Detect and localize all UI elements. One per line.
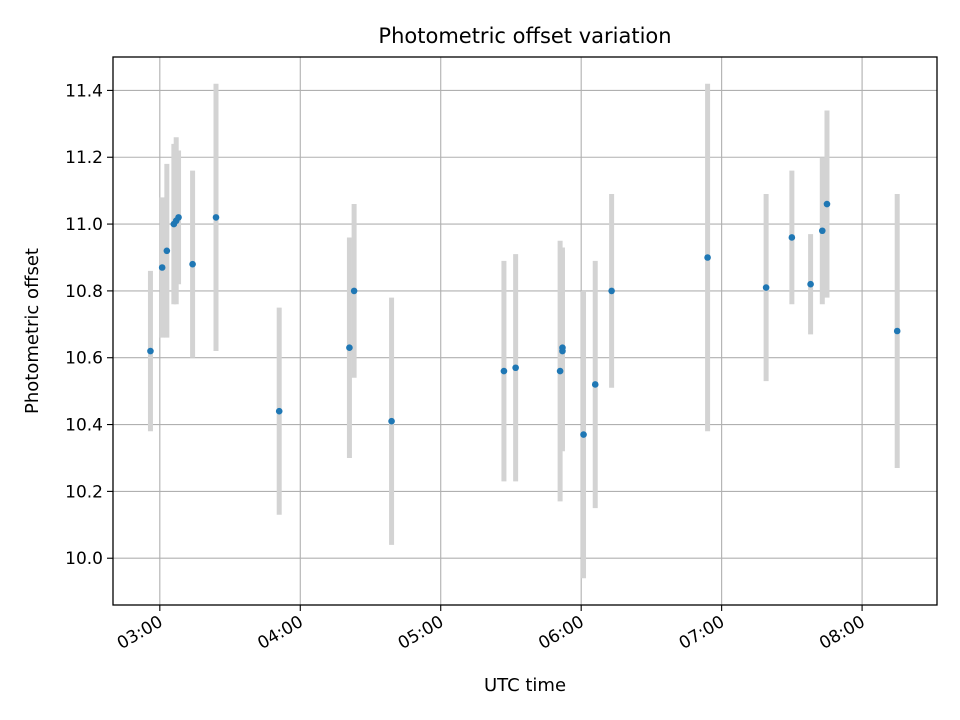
data-point [147,347,154,355]
y-tick-label: 11.2 [65,148,103,168]
y-tick-label: 10.2 [65,482,103,502]
grid-layer [113,57,937,605]
data-point [350,287,358,295]
data-point [704,254,711,261]
data-point [175,214,182,221]
data-point [893,327,901,335]
y-tick-label: 10.6 [65,349,103,369]
data-point [559,344,566,352]
data-point [556,367,564,375]
y-tick-label: 11.4 [65,81,103,101]
y-tick-label: 10.8 [65,282,103,302]
data-point [500,367,508,375]
data-point [788,234,796,241]
data-point [388,417,395,425]
plot-frame [112,56,938,606]
data-point [608,287,615,295]
data-point [823,200,831,208]
y-tick-label: 10.0 [65,549,103,569]
data-point [275,407,283,415]
x-axis-title: UTC time [484,675,566,696]
data-point [212,214,220,221]
y-axis-title: Photometric offset [22,248,43,414]
point-layer [147,200,901,438]
data-point [163,247,171,255]
data-point [346,344,353,352]
y-tick-label: 11.0 [65,215,103,235]
chart-title: Photometric offset variation [378,24,671,48]
data-point [580,431,587,438]
data-point [158,264,166,271]
data-point [818,227,826,235]
y-tick-label: 10.4 [65,416,103,436]
data-point [762,284,770,291]
data-point [189,260,196,268]
data-point [591,381,599,388]
data-point [807,280,814,288]
data-point [512,364,519,372]
